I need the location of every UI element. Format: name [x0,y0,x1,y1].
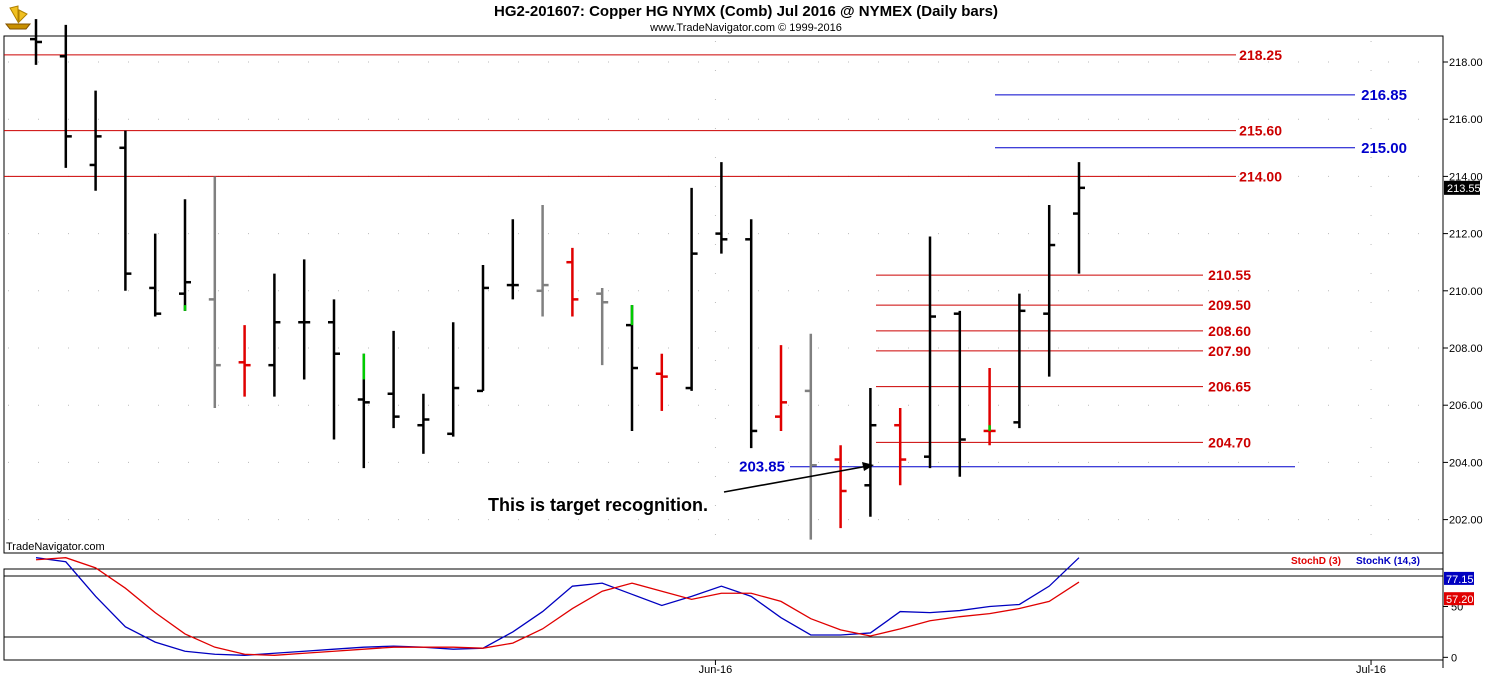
level-label: 208.60 [1208,323,1251,339]
price-axis-label: 218.00 [1449,57,1483,69]
level-label: 214.00 [1239,168,1282,184]
level-label: 206.65 [1208,379,1251,395]
level-label: 207.90 [1208,343,1251,359]
price-panel-frame [3,35,1444,554]
price-axis-label: 212.00 [1449,229,1483,241]
price-axis-label: 214.00 [1449,171,1483,183]
level-label: 204.70 [1208,434,1251,450]
stochd-last-box [1444,592,1474,606]
level-label: 215.00 [1361,140,1407,157]
stoch-series-line [35,557,1080,656]
stoch-panel-frame [3,568,1444,661]
level-label: 216.85 [1361,87,1407,104]
trade-navigator-logo [4,5,32,30]
price-axis-label: 206.00 [1449,400,1483,412]
stochd-legend-label: StochD (3) [1291,556,1341,567]
time-axis-label: Jul-16 [1356,664,1386,676]
chart-subtitle: www.TradeNavigator.com © 1999-2016 [650,22,842,34]
price-axis-label: 208.00 [1449,343,1483,355]
level-label: 215.60 [1239,123,1282,139]
annotation-arrowhead [862,462,874,471]
stochk-last-box [1444,571,1474,585]
price-axis-label: 216.00 [1449,114,1483,126]
stochk-legend-label: StochK (14,3) [1356,556,1420,567]
last-price-box [1444,180,1480,195]
level-label: 218.25 [1239,47,1282,63]
last-price-label: 213.55 [1447,183,1481,195]
stochd-last-label: 57.20 [1446,594,1474,606]
watermark: TradeNavigator.com [6,541,105,553]
level-label: 203.85 [739,459,785,476]
time-axis-label: Jun-16 [699,664,733,676]
chart-title: HG2-201607: Copper HG NYMX (Comb) Jul 20… [494,3,998,20]
price-axis-label: 210.00 [1449,286,1483,298]
annotation-text: This is target recognition. [488,495,708,515]
stoch-series-line [35,557,1080,656]
level-label: 210.55 [1208,267,1251,283]
stochk-last-label: 77.15 [1446,574,1474,586]
price-axis-label: 204.00 [1449,457,1483,469]
price-axis-label: 202.00 [1449,515,1483,527]
level-label: 209.50 [1208,297,1251,313]
annotation-arrow [723,465,869,493]
stoch-axis-label: 0 [1451,652,1457,664]
